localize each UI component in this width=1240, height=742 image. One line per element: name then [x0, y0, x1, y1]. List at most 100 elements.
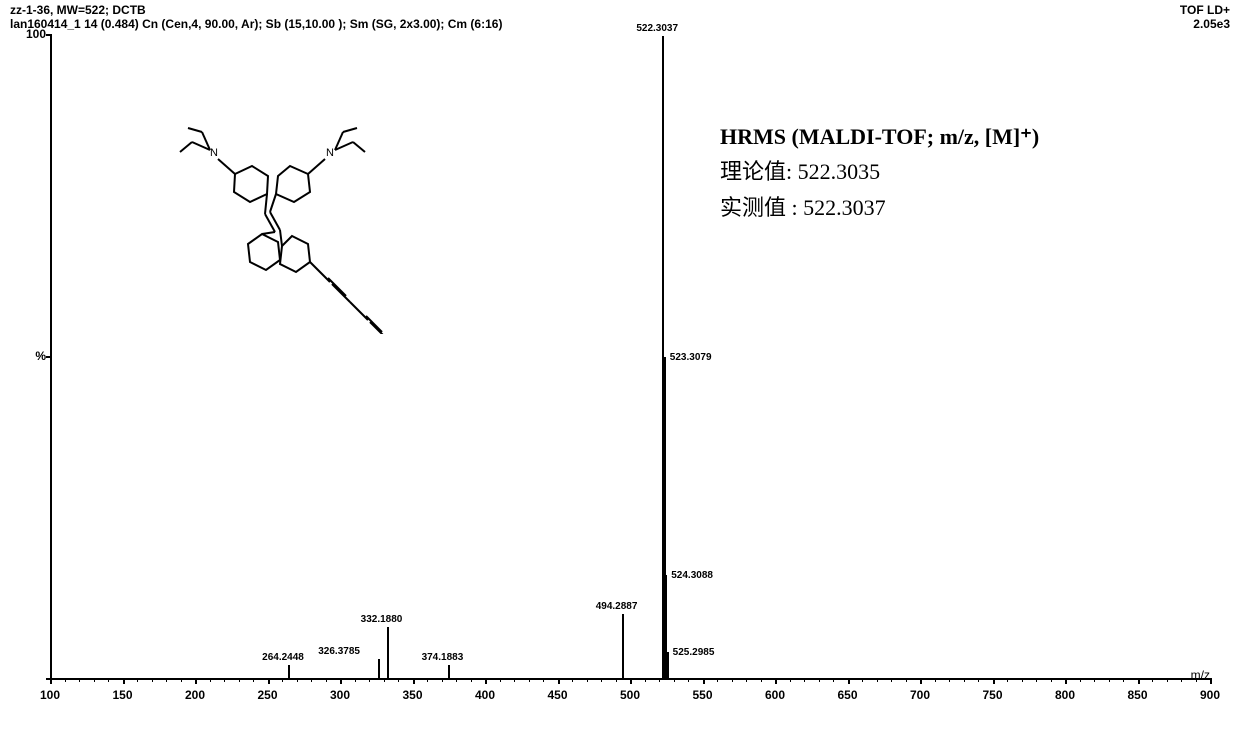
x-minor-tick [543, 678, 544, 682]
x-tick [50, 678, 52, 684]
x-minor-tick [239, 678, 240, 682]
x-minor-tick [1036, 678, 1037, 682]
x-tick-label: 600 [765, 688, 785, 702]
x-tick [703, 678, 705, 684]
x-minor-tick [1196, 678, 1197, 682]
x-minor-tick [94, 678, 95, 682]
peak [448, 665, 450, 678]
theoretical-label: 理论值: [720, 159, 792, 184]
x-axis-title: m/z [1191, 668, 1210, 682]
molecule-icon: N N [140, 104, 400, 334]
header-right: TOF LD+ 2.05e3 [1180, 4, 1230, 32]
peak-label: 523.3079 [670, 352, 712, 363]
x-minor-tick [384, 678, 385, 682]
x-tick-label: 800 [1055, 688, 1075, 702]
mass-spectrum-plot: m/z N [50, 34, 1210, 704]
x-minor-tick [297, 678, 298, 682]
x-minor-tick [790, 678, 791, 682]
x-minor-tick [224, 678, 225, 682]
x-tick-label: 150 [112, 688, 132, 702]
x-tick-label: 350 [402, 688, 422, 702]
peak-label: 326.3785 [318, 646, 360, 657]
header-processing: lan160414_1 14 (0.484) Cn (Cen,4, 90.00,… [10, 18, 502, 32]
x-tick-label: 850 [1127, 688, 1147, 702]
x-minor-tick [1152, 678, 1153, 682]
x-tick [413, 678, 415, 684]
x-tick [485, 678, 487, 684]
peak [387, 627, 389, 678]
x-minor-tick [717, 678, 718, 682]
x-minor-tick [152, 678, 153, 682]
page-root: zz-1-36, MW=522; DCTB lan160414_1 14 (0.… [0, 0, 1240, 742]
x-minor-tick [1051, 678, 1052, 682]
peak-label: 264.2448 [262, 652, 304, 663]
peak [288, 665, 290, 678]
peak-label: 524.3088 [671, 570, 713, 581]
header-intensity: 2.05e3 [1180, 18, 1230, 32]
header-sample-id: zz-1-36, MW=522; DCTB [10, 4, 502, 18]
peak-label: 494.2887 [596, 601, 638, 612]
x-tick [340, 678, 342, 684]
hrms-title: HRMS (MALDI-TOF; m/z, [M]⁺) [720, 124, 1039, 150]
x-tick [1065, 678, 1067, 684]
x-minor-tick [166, 678, 167, 682]
svg-text:N: N [210, 147, 218, 159]
x-minor-tick [616, 678, 617, 682]
x-minor-tick [978, 678, 979, 682]
x-minor-tick [674, 678, 675, 682]
x-minor-tick [326, 678, 327, 682]
x-minor-tick [862, 678, 863, 682]
x-tick [848, 678, 850, 684]
x-minor-tick [456, 678, 457, 682]
x-minor-tick [514, 678, 515, 682]
y-tick-label: % [10, 349, 46, 363]
x-minor-tick [442, 678, 443, 682]
theoretical-value: 522.3035 [798, 159, 881, 184]
x-tick [195, 678, 197, 684]
x-tick-label: 450 [547, 688, 567, 702]
x-minor-tick [210, 678, 211, 682]
x-minor-tick [659, 678, 660, 682]
x-tick [993, 678, 995, 684]
x-minor-tick [891, 678, 892, 682]
x-tick-label: 900 [1200, 688, 1220, 702]
observed-label: 实测值 : [720, 195, 798, 220]
x-tick [1210, 678, 1212, 684]
x-tick-label: 100 [40, 688, 60, 702]
x-minor-tick [949, 678, 950, 682]
x-minor-tick [1007, 678, 1008, 682]
x-minor-tick [601, 678, 602, 682]
peak-label: 374.1883 [422, 652, 464, 663]
x-minor-tick [819, 678, 820, 682]
x-minor-tick [587, 678, 588, 682]
x-minor-tick [108, 678, 109, 682]
header-left: zz-1-36, MW=522; DCTB lan160414_1 14 (0.… [10, 4, 502, 32]
x-minor-tick [1094, 678, 1095, 682]
x-tick [558, 678, 560, 684]
x-tick-label: 650 [837, 688, 857, 702]
x-minor-tick [471, 678, 472, 682]
x-tick-label: 750 [982, 688, 1002, 702]
x-minor-tick [645, 678, 646, 682]
x-tick [1138, 678, 1140, 684]
peak-label: 525.2985 [673, 647, 715, 658]
x-minor-tick [181, 678, 182, 682]
x-minor-tick [529, 678, 530, 682]
x-minor-tick [732, 678, 733, 682]
x-minor-tick [688, 678, 689, 682]
x-minor-tick [282, 678, 283, 682]
x-minor-tick [935, 678, 936, 682]
x-minor-tick [746, 678, 747, 682]
x-minor-tick [500, 678, 501, 682]
header-mode: TOF LD+ [1180, 4, 1230, 18]
peak-label: 522.3037 [636, 23, 678, 34]
peak-label: 332.1880 [361, 614, 403, 625]
x-minor-tick [398, 678, 399, 682]
x-minor-tick [1080, 678, 1081, 682]
x-minor-tick [1109, 678, 1110, 682]
x-minor-tick [79, 678, 80, 682]
x-minor-tick [761, 678, 762, 682]
svg-text:N: N [326, 147, 334, 159]
x-tick-label: 700 [910, 688, 930, 702]
x-tick [775, 678, 777, 684]
